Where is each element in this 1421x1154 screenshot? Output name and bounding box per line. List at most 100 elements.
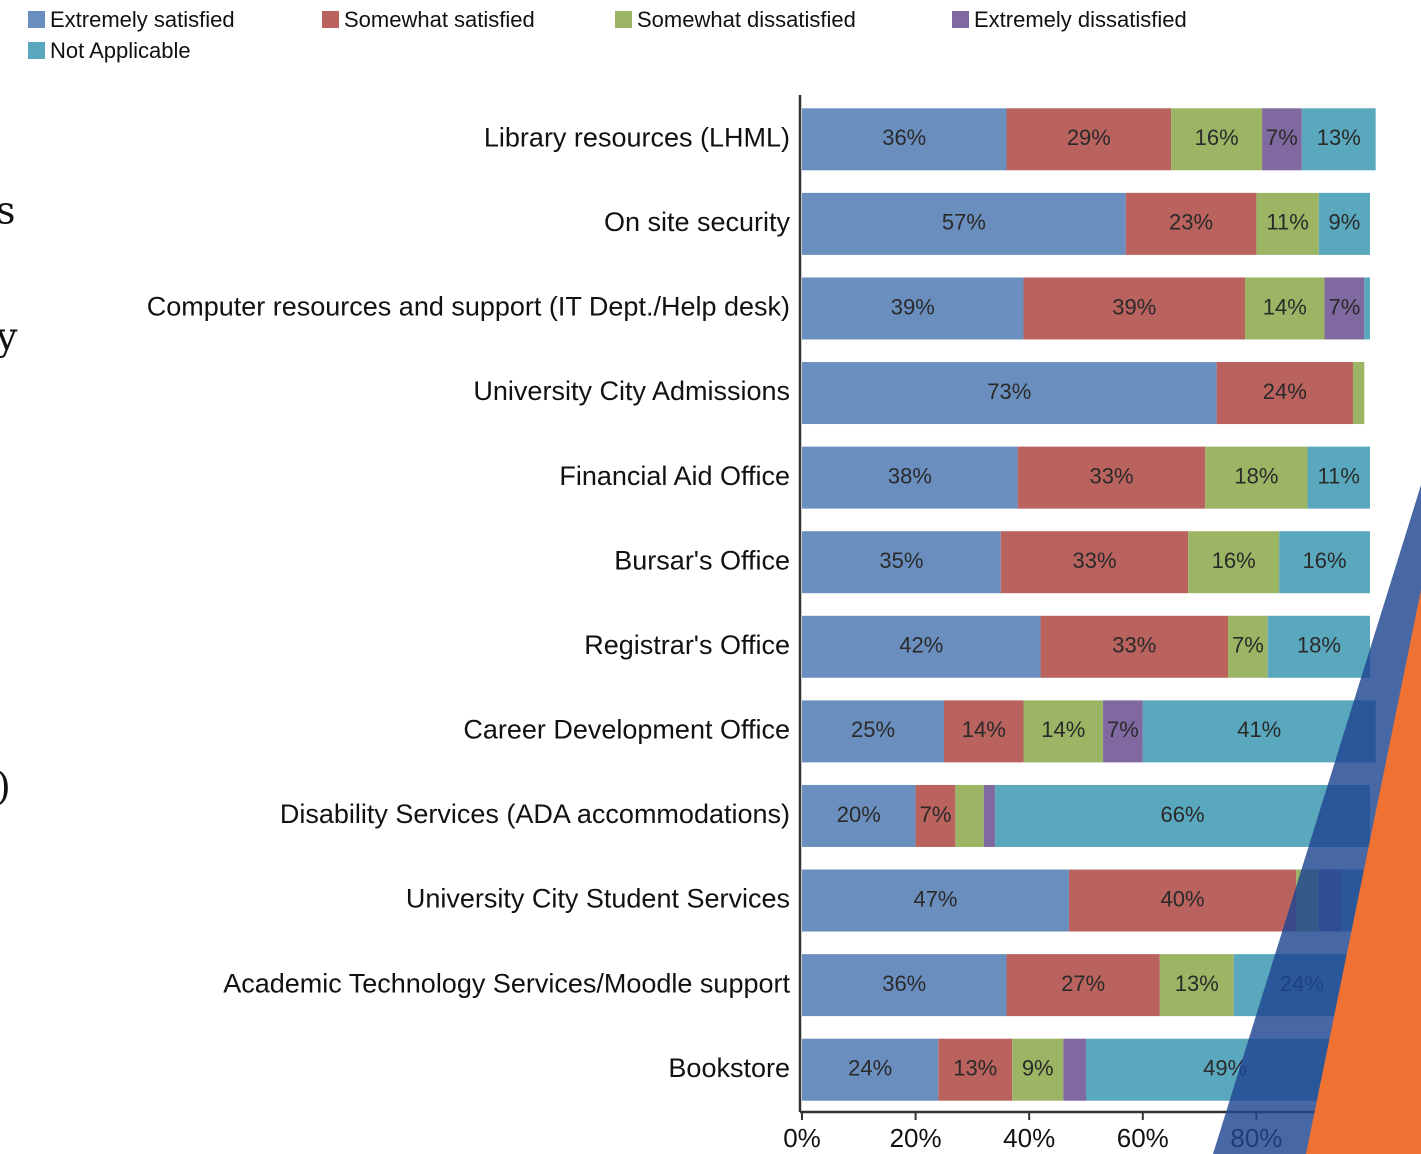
data-label: 57% — [942, 210, 986, 235]
bar-segment — [1205, 446, 1308, 509]
data-label: 7% — [1107, 717, 1139, 742]
legend-label: Somewhat satisfied — [344, 7, 535, 32]
data-label: 39% — [1112, 294, 1156, 319]
data-label: 7% — [1329, 294, 1361, 319]
data-label: 41% — [1237, 717, 1281, 742]
bar-segment — [938, 1038, 1013, 1101]
legend-label: Extremely satisfied — [50, 7, 235, 32]
bar-segment — [802, 446, 1018, 509]
y-tick-label: On site security — [604, 207, 791, 237]
x-tick-label: 20% — [890, 1123, 942, 1153]
data-label: 33% — [1090, 463, 1134, 488]
bar-segment — [802, 277, 1024, 340]
bar-segment — [1307, 446, 1370, 509]
data-label: 23% — [1169, 210, 1213, 235]
bar-segment — [995, 784, 1370, 847]
data-label: 16% — [1195, 125, 1239, 150]
bar-segment — [1318, 192, 1370, 255]
bar-segment — [1023, 700, 1104, 763]
data-label: 14% — [962, 717, 1006, 742]
bar-segment — [802, 869, 1069, 932]
slide-text: y — [0, 315, 18, 359]
y-tick-label: University City Student Services — [406, 884, 790, 914]
data-label: 11% — [1318, 463, 1360, 488]
data-label: 18% — [1234, 463, 1278, 488]
data-label: 14% — [1041, 717, 1085, 742]
chart: Extremely satisfied Somewhat satisfied Som… — [28, 7, 1403, 1153]
bar-segment — [1364, 277, 1370, 340]
bar-segment — [1216, 362, 1353, 425]
bar-segment — [1301, 108, 1376, 171]
data-label: 20% — [837, 802, 881, 827]
x-tick-label: 60% — [1117, 1123, 1169, 1153]
bar-segment — [1125, 192, 1257, 255]
bar-segment — [1245, 277, 1325, 340]
bar-segment — [802, 784, 916, 847]
bar-segment — [1063, 1038, 1086, 1101]
y-tick-label: Registrar's Office — [584, 630, 790, 660]
bar-segment — [1279, 531, 1370, 594]
bar-segment — [802, 531, 1001, 594]
data-label: 24% — [848, 1056, 892, 1081]
bar-segment — [802, 954, 1007, 1017]
legend-label: Extremely dissatisfied — [974, 7, 1187, 32]
legend-label: Somewhat dissatisfied — [637, 7, 856, 32]
data-label: 25% — [851, 717, 895, 742]
data-label: 16% — [1303, 548, 1347, 573]
bar-segment — [1068, 869, 1297, 932]
data-label: 13% — [1175, 971, 1219, 996]
legend-swatch — [28, 11, 45, 28]
data-label: 7% — [920, 802, 952, 827]
bar-segment — [1000, 531, 1189, 594]
bar-segment — [1324, 277, 1365, 340]
y-tick-label: Career Development Office — [463, 715, 790, 745]
bar-segment — [1012, 1038, 1064, 1101]
data-label: 38% — [888, 463, 932, 488]
bar-segment — [802, 700, 944, 763]
bar-segment — [1006, 954, 1160, 1017]
data-label: 39% — [891, 294, 935, 319]
data-label: 16% — [1212, 548, 1256, 573]
bar-segment — [802, 1038, 939, 1101]
data-label: 36% — [882, 971, 926, 996]
x-tick-label: 0% — [783, 1123, 821, 1153]
bar-segment — [1267, 615, 1370, 678]
data-label: 66% — [1161, 802, 1205, 827]
data-label: 7% — [1266, 125, 1298, 150]
data-label: 73% — [987, 379, 1031, 404]
data-label: 35% — [879, 548, 923, 573]
bar-segment — [802, 362, 1217, 425]
y-tick-label: Bookstore — [668, 1053, 790, 1083]
slide-text: s — [0, 189, 16, 233]
bar-segment — [1142, 700, 1376, 763]
bar-segment — [1017, 446, 1206, 509]
bar-segment — [802, 615, 1041, 678]
data-label: 18% — [1297, 633, 1341, 658]
y-tick-label: Financial Aid Office — [559, 461, 790, 491]
bar-segment — [1352, 362, 1365, 425]
bar-segment — [1023, 277, 1246, 340]
data-label: 9% — [1329, 210, 1361, 235]
data-label: 13% — [953, 1056, 997, 1081]
bar-segment — [802, 108, 1007, 171]
legend-swatch — [28, 42, 45, 59]
y-tick-label: Disability Services (ADA accommodations) — [280, 799, 790, 829]
bar-segment — [1040, 615, 1228, 678]
data-label: 33% — [1112, 633, 1156, 658]
data-label: 24% — [1263, 379, 1307, 404]
data-label: 47% — [913, 886, 957, 911]
y-tick-label: Library resources (LHML) — [484, 122, 790, 152]
legend-swatch — [952, 11, 969, 28]
data-label: 9% — [1022, 1056, 1054, 1081]
data-label: 33% — [1072, 548, 1116, 573]
data-label: 42% — [899, 633, 943, 658]
legend-swatch — [322, 11, 339, 28]
bar-segment — [1159, 954, 1234, 1017]
decor-triangle — [1306, 590, 1421, 1154]
bar-segment — [1228, 615, 1268, 678]
bar-segment — [1006, 108, 1172, 171]
data-label: 40% — [1161, 886, 1205, 911]
legend-swatch — [615, 11, 632, 28]
data-label: 29% — [1067, 125, 1111, 150]
